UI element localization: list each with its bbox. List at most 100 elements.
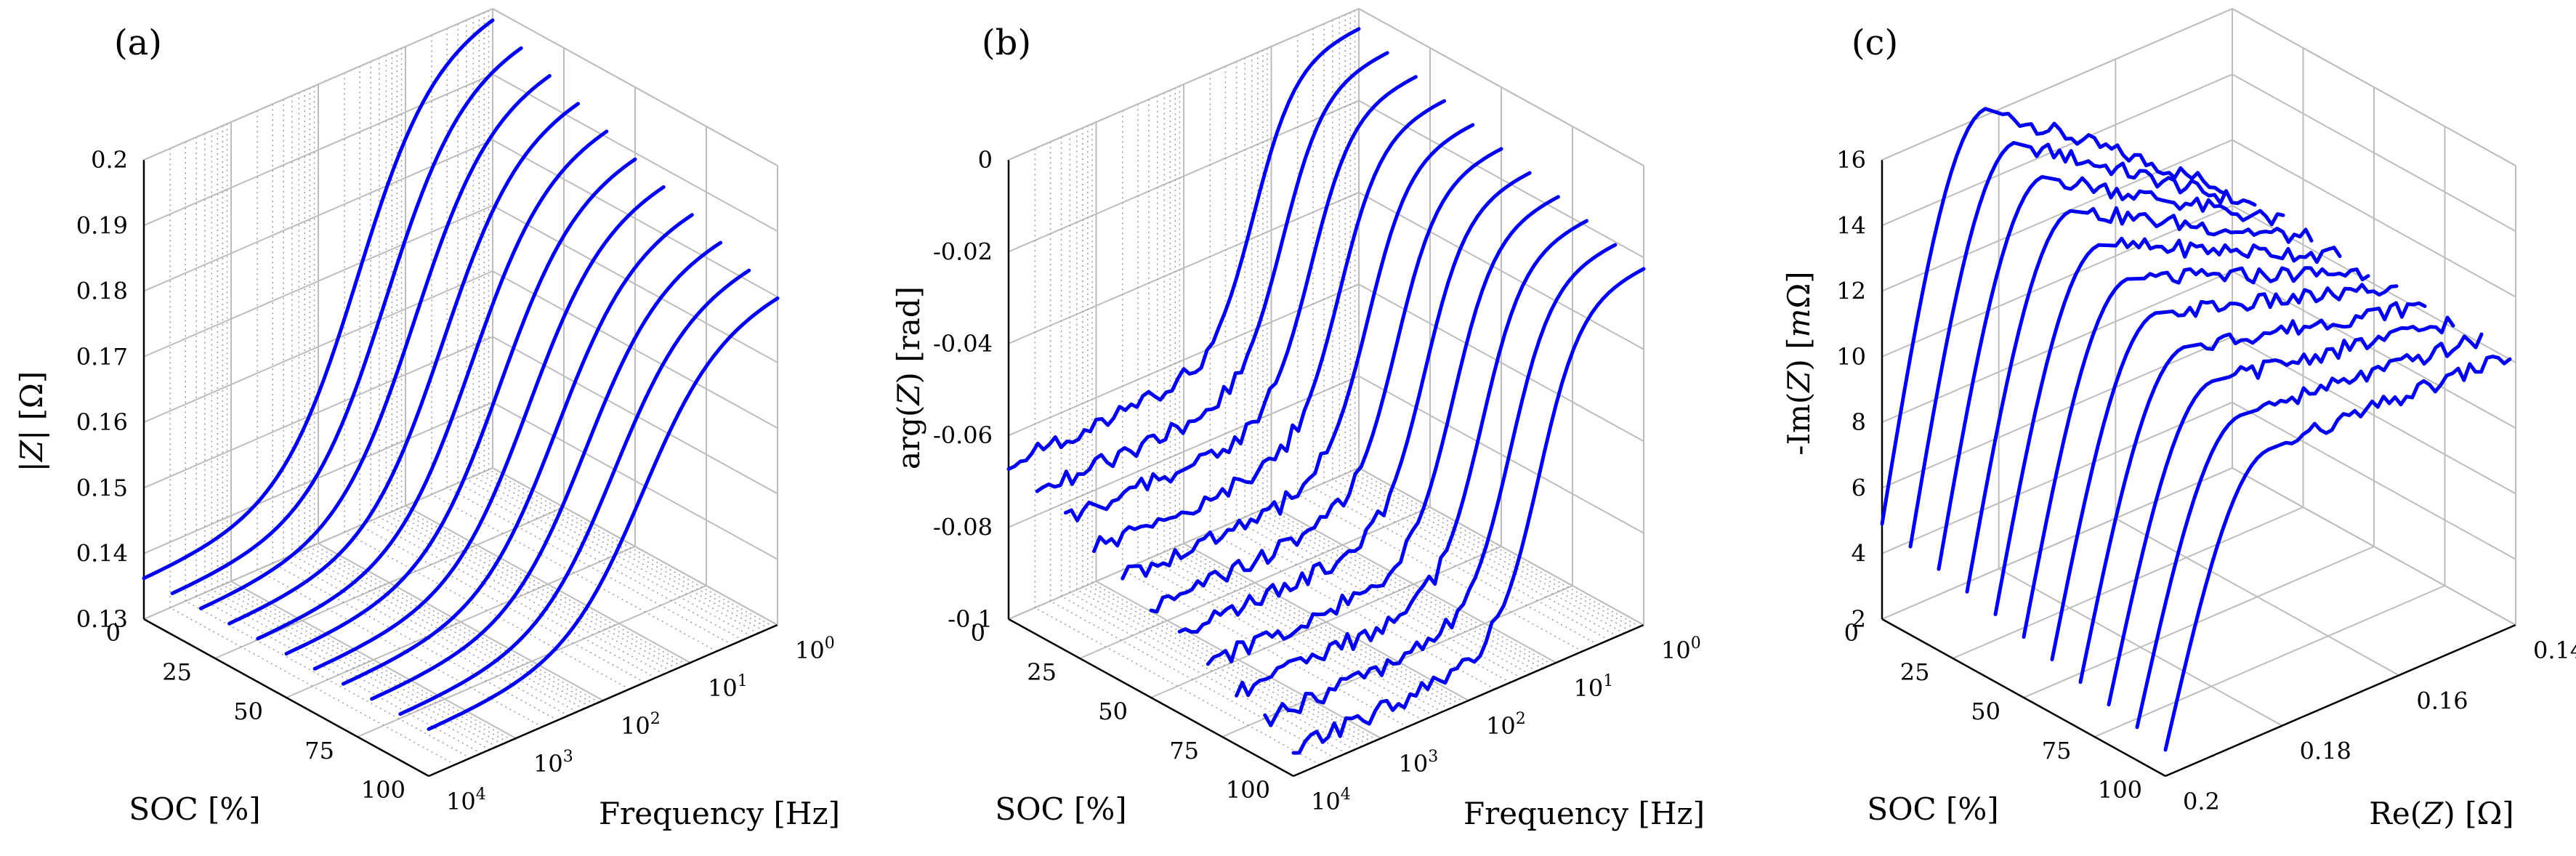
z-tick-label: 0.15 [76, 474, 128, 501]
x-tick-base: 10 [1486, 712, 1516, 740]
floor-minor-gridline [488, 469, 774, 628]
floor-minor-gridline [1061, 596, 1346, 754]
floor-minor-gridline [304, 549, 590, 707]
wall-gridline [143, 401, 493, 554]
x-tick-base: 10 [446, 788, 476, 815]
wall-gridline [1358, 375, 1644, 534]
z-tick-label: 2 [1852, 605, 1866, 633]
wall-gridline [2232, 139, 2516, 298]
x-tick-base: 10 [533, 750, 563, 778]
wall-gridline [492, 139, 778, 298]
floor-minor-gridline [211, 589, 497, 748]
axis-line [1881, 618, 2166, 778]
series-curve-soc-50 [284, 157, 637, 656]
z-axis-label-part: arg( [891, 405, 926, 469]
floor-minor-gridline [1076, 589, 1362, 748]
floor-minor-gridline [1069, 591, 1355, 751]
x-tick-exponent: 0 [1691, 634, 1701, 653]
wall-gridline [492, 401, 778, 560]
floor-minor-gridline [1163, 551, 1450, 710]
series-curve-soc-20 [1937, 174, 2285, 571]
floor-minor-gridline [401, 506, 687, 666]
y-tick-label: 75 [304, 737, 334, 764]
z-axis-label-part: Ω] [1781, 271, 1817, 308]
wall-gridline [1881, 467, 2233, 620]
x-tick-exponent: 2 [650, 710, 661, 728]
floor-minor-gridline [370, 520, 656, 679]
floor-minor-gridline [1082, 586, 1368, 745]
x-tick-label: 100 [1661, 634, 1701, 664]
floor-minor-gridline [310, 546, 595, 705]
floor-minor-gridline [344, 531, 630, 690]
panel-label: (c) [1852, 23, 1898, 63]
z-axis-label: |Z| [Ω] [14, 371, 49, 472]
z-tick-label: 0.2 [91, 146, 128, 174]
box-edge [1008, 8, 1360, 161]
z-tick-label: -0.06 [933, 421, 993, 449]
floor-minor-gridline [314, 544, 599, 703]
floor-minor-gridline [466, 478, 752, 637]
series-curve-soc-0 [1880, 107, 2229, 526]
x-tick-label: 103 [533, 748, 573, 778]
y-tick-label: 100 [2098, 776, 2142, 804]
floor-gridline [2094, 585, 2445, 738]
floor-minor-gridline [431, 493, 717, 653]
panel-label: (b) [982, 23, 1031, 63]
series-curve-soc-60 [2050, 283, 2399, 662]
floor-gridline [1079, 506, 1431, 659]
series-curve-soc-30 [227, 102, 581, 626]
floor-gridline [1953, 506, 2304, 659]
wall-gridline [1008, 100, 1360, 253]
x-axis-label: Re(Z) [Ω] [2369, 796, 2514, 831]
z-axis-label-part: ) [ [1781, 337, 1817, 371]
floor-minor-gridline [283, 558, 569, 716]
floor-minor-gridline [1257, 511, 1543, 669]
z-tick-label: 0.19 [76, 211, 128, 239]
floor-minor-gridline [1267, 506, 1553, 666]
box-edge [1358, 8, 1644, 166]
axis-line [428, 623, 778, 778]
series-curve-soc-40 [1121, 123, 1475, 581]
x-tick-label: 0.16 [2416, 687, 2468, 714]
floor-minor-gridline [1179, 544, 1465, 703]
x-tick-label: 0.14 [2533, 637, 2576, 664]
z-tick-label: -0.08 [933, 514, 993, 541]
x-tick-label: 103 [1399, 748, 1439, 778]
series-curve-soc-80 [2107, 315, 2455, 707]
series-curve-soc-10 [170, 46, 523, 595]
panel-b: -0.1-0.08-0.06-0.04-0.020025507510010010… [891, 8, 1705, 831]
series-curve-soc-40 [256, 129, 609, 641]
z-axis-label-part: Z [891, 384, 926, 407]
floor-minor-gridline [291, 554, 578, 713]
x-tick-label: 0.2 [2183, 788, 2220, 815]
z-axis-label-part: Z [14, 440, 49, 463]
floor-minor-gridline [1354, 469, 1640, 628]
series-curve-soc-50 [2022, 266, 2370, 639]
series-curve-soc-90 [1263, 243, 1618, 727]
wall-gridline [1358, 467, 1644, 626]
axis-line [2165, 623, 2516, 778]
series-curve-soc-80 [370, 241, 723, 701]
series-curve-soc-30 [1092, 99, 1447, 553]
series-curve-soc-100 [427, 296, 780, 731]
y-axis-label: SOC [%] [995, 791, 1126, 827]
x-tick-base: 10 [1574, 674, 1604, 702]
floor-minor-gridline [1050, 600, 1336, 759]
floor-minor-gridline [222, 584, 508, 743]
box-edge [1881, 8, 2233, 161]
floor-minor-gridline [1349, 471, 1636, 629]
wall-gridline [492, 270, 778, 429]
x-tick-exponent: 1 [1603, 672, 1613, 690]
axis-line [143, 618, 429, 778]
z-tick-label: 0 [978, 146, 993, 174]
x-tick-label: 100 [795, 634, 835, 664]
z-axis-label: -Im(Z) [mΩ] [1781, 271, 1817, 455]
floor-minor-gridline [473, 475, 759, 634]
series-curve-soc-70 [341, 213, 694, 686]
z-tick-label: 0.18 [76, 278, 128, 305]
panel-c: 2 4 6 8 10 12 14 16 0 25 50 75 100 0.14 0.16 0.18 0.2 -Im… [1781, 8, 2576, 831]
floor-minor-gridline [1244, 516, 1530, 675]
floor-minor-gridline [204, 591, 490, 751]
floor-minor-gridline [484, 471, 770, 629]
